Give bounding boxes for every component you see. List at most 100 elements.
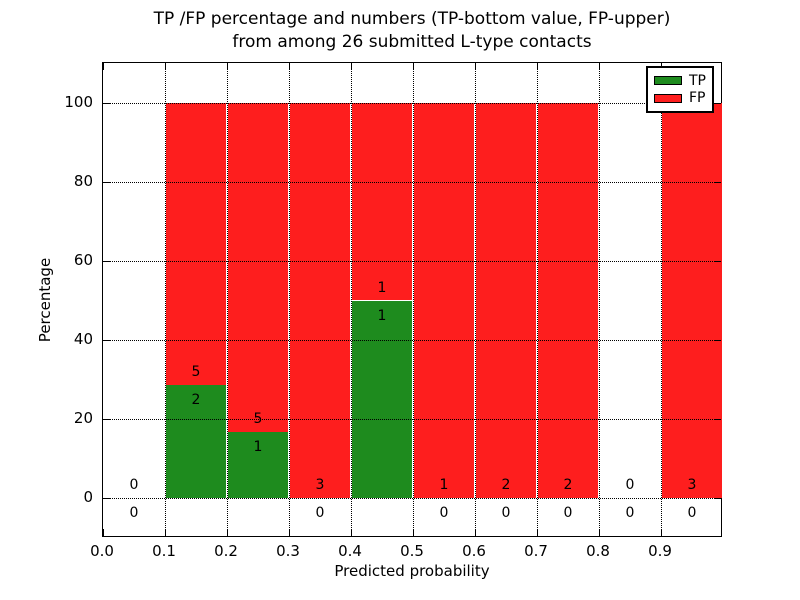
grid-line-horizontal [103, 498, 721, 500]
fp-count-label: 5 [253, 411, 263, 428]
y-tick-mark [103, 181, 110, 183]
fp-count-label: 3 [687, 477, 697, 494]
grid-line-vertical [165, 63, 166, 536]
y-tick-label: 40 [73, 330, 93, 349]
x-tick-label: 0.8 [586, 542, 610, 560]
x-tick-mark-top [413, 63, 414, 70]
x-tick-mark-top [227, 63, 228, 70]
x-tick-mark [599, 529, 600, 536]
grid-line-vertical [289, 63, 290, 536]
x-tick-label: 0.0 [90, 542, 114, 560]
fp-bar [228, 102, 288, 433]
y-tick-mark-right [714, 498, 721, 500]
tp-count-label: 1 [253, 439, 263, 456]
grid-line-horizontal [103, 181, 721, 183]
x-tick-mark [227, 529, 228, 536]
grid-line-horizontal [103, 340, 721, 342]
grid-line-vertical [599, 63, 600, 536]
y-tick-label: 100 [64, 92, 93, 111]
x-tick-label: 0.6 [462, 542, 486, 560]
fp-bar [352, 102, 412, 301]
tp-count-label: 2 [191, 392, 201, 409]
x-tick-label: 0.2 [214, 542, 238, 560]
x-tick-mark-top [289, 63, 290, 70]
y-tick-mark-right [714, 260, 721, 262]
grid-line-vertical [475, 63, 476, 536]
tp-bar [228, 432, 288, 499]
x-tick-label: 0.4 [338, 542, 362, 560]
y-tick-label: 20 [73, 409, 93, 428]
legend-label: TP [689, 72, 706, 89]
tp-bar [166, 385, 226, 499]
x-tick-mark [289, 529, 290, 536]
fp-bar [290, 102, 350, 499]
fp-count-label: 2 [501, 477, 511, 494]
legend-swatch-tp-icon [654, 76, 682, 86]
fp-count-label: 1 [439, 477, 449, 494]
grid-line-vertical [537, 63, 538, 536]
legend: TP FP [646, 66, 714, 113]
fp-bar [166, 102, 226, 386]
x-tick-mark [537, 529, 538, 536]
legend-item-fp: FP [654, 91, 706, 105]
fp-count-label: 0 [129, 477, 139, 494]
fp-count-label: 5 [191, 364, 201, 381]
y-tick-mark-right [714, 102, 721, 104]
y-tick-mark [103, 340, 110, 342]
x-tick-mark [103, 529, 104, 536]
grid-line-vertical [661, 63, 662, 536]
fp-bar [662, 102, 722, 499]
legend-item-tp: TP [654, 74, 706, 88]
y-tick-label: 60 [73, 250, 93, 269]
x-tick-label: 0.7 [524, 542, 548, 560]
x-tick-label: 0.3 [276, 542, 300, 560]
y-tick-mark [103, 260, 110, 262]
grid-line-horizontal [103, 102, 721, 104]
chart-title: TP /FP percentage and numbers (TP-bottom… [102, 8, 722, 54]
x-tick-mark-top [165, 63, 166, 70]
fp-bar [414, 102, 474, 499]
x-tick-mark-top [351, 63, 352, 70]
tp-count-label: 0 [439, 505, 449, 522]
tp-count-label: 0 [625, 505, 635, 522]
x-tick-mark [475, 529, 476, 536]
fp-bar [476, 102, 536, 499]
tp-count-label: 0 [563, 505, 573, 522]
grid-line-vertical [413, 63, 414, 536]
x-tick-mark-top [599, 63, 600, 70]
y-tick-mark [103, 498, 110, 500]
tp-count-label: 0 [129, 505, 139, 522]
y-tick-label: 80 [73, 171, 93, 190]
grid-line-horizontal [103, 260, 721, 262]
tp-count-label: 0 [501, 505, 511, 522]
x-axis-label: Predicted probability [334, 562, 490, 580]
x-tick-mark-top [103, 63, 104, 70]
chart-title-line1: TP /FP percentage and numbers (TP-bottom… [153, 9, 671, 29]
fp-count-label: 0 [625, 477, 635, 494]
y-tick-mark-right [714, 419, 721, 421]
y-tick-label: 0 [83, 488, 93, 507]
tp-count-label: 1 [377, 307, 387, 324]
x-tick-mark-top [475, 63, 476, 70]
y-axis-label: Percentage [36, 257, 54, 343]
x-tick-label: 0.1 [152, 542, 176, 560]
legend-swatch-fp-icon [654, 93, 682, 103]
legend-label: FP [689, 90, 706, 107]
x-tick-mark-top [537, 63, 538, 70]
grid-line-vertical [227, 63, 228, 536]
fp-count-label: 1 [377, 279, 387, 296]
y-tick-mark [103, 102, 110, 104]
tp-count-label: 0 [315, 505, 325, 522]
x-tick-mark [165, 529, 166, 536]
grid-line-horizontal [103, 419, 721, 421]
x-tick-mark [351, 529, 352, 536]
x-tick-mark [661, 529, 662, 536]
y-tick-mark-right [714, 181, 721, 183]
fp-count-label: 2 [563, 477, 573, 494]
fp-count-label: 3 [315, 477, 325, 494]
plot-area: 0 0 5 2 5 1 3 0 1 1 1 0 2 0 2 0 0 0 3 0 [102, 62, 722, 537]
y-tick-mark [103, 419, 110, 421]
x-tick-mark [413, 529, 414, 536]
grid-line-vertical [351, 63, 352, 536]
